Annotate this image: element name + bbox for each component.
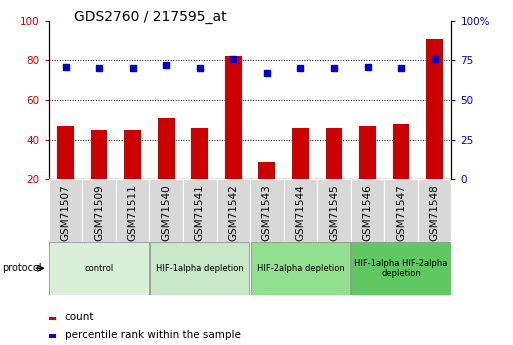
Bar	[49, 317, 56, 320]
Text: GSM71541: GSM71541	[195, 184, 205, 241]
Bar	[284, 179, 317, 242]
Bar	[326, 128, 342, 219]
Bar	[149, 179, 183, 242]
Bar	[225, 57, 242, 219]
Text: HIF-2alpha depletion: HIF-2alpha depletion	[256, 264, 344, 273]
Point	[397, 66, 405, 71]
Bar	[351, 241, 451, 295]
Text: GSM71542: GSM71542	[228, 184, 239, 241]
Text: GDS2760 / 217595_at: GDS2760 / 217595_at	[74, 10, 227, 24]
Point	[297, 66, 305, 71]
Bar	[359, 126, 376, 219]
Bar	[250, 179, 284, 242]
Text: control: control	[85, 264, 114, 273]
Bar	[49, 241, 149, 295]
Text: GSM71543: GSM71543	[262, 184, 272, 241]
Text: GSM71548: GSM71548	[430, 184, 440, 241]
Bar	[49, 179, 82, 242]
Bar	[292, 128, 309, 219]
Bar	[91, 130, 107, 219]
Bar	[426, 39, 443, 219]
Bar	[49, 334, 56, 337]
Bar	[317, 179, 351, 242]
Bar	[216, 179, 250, 242]
Point	[330, 66, 338, 71]
Bar	[124, 130, 141, 219]
Text: GSM71546: GSM71546	[363, 184, 372, 241]
Text: HIF-1alpha depletion: HIF-1alpha depletion	[156, 264, 244, 273]
Bar	[116, 179, 149, 242]
Bar	[150, 241, 249, 295]
Text: protocol: protocol	[3, 263, 42, 273]
Text: GSM71545: GSM71545	[329, 184, 339, 241]
Point	[95, 66, 103, 71]
Point	[430, 56, 439, 61]
Point	[62, 64, 70, 69]
Bar	[191, 128, 208, 219]
Text: GSM71544: GSM71544	[295, 184, 305, 241]
Bar	[351, 179, 384, 242]
Text: GSM71507: GSM71507	[61, 184, 70, 241]
Text: percentile rank within the sample: percentile rank within the sample	[65, 330, 241, 340]
Bar	[259, 161, 275, 219]
Point	[263, 70, 271, 76]
Point	[195, 66, 204, 71]
Bar	[158, 118, 174, 219]
Text: GSM71511: GSM71511	[128, 184, 137, 241]
Bar	[183, 179, 216, 242]
Text: count: count	[65, 312, 94, 322]
Point	[363, 64, 371, 69]
Point	[162, 62, 170, 68]
Point	[129, 66, 137, 71]
Bar	[251, 241, 350, 295]
Text: GSM71509: GSM71509	[94, 184, 104, 241]
Bar	[384, 179, 418, 242]
Text: GSM71547: GSM71547	[396, 184, 406, 241]
Bar	[393, 124, 409, 219]
Text: GSM71540: GSM71540	[161, 184, 171, 241]
Bar	[57, 126, 74, 219]
Point	[229, 56, 238, 61]
Text: HIF-1alpha HIF-2alpha
depletion: HIF-1alpha HIF-2alpha depletion	[354, 258, 448, 278]
Bar	[82, 179, 116, 242]
Bar	[418, 179, 451, 242]
